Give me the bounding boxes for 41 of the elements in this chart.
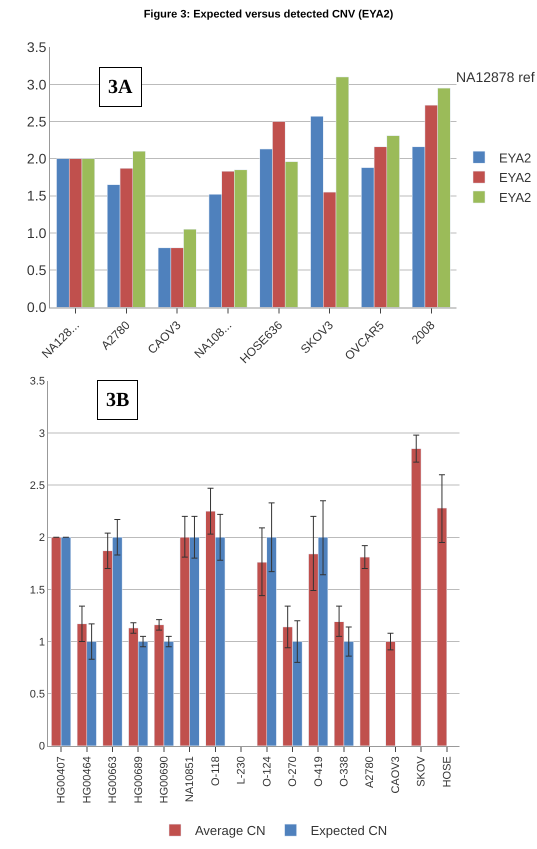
x-tick-label: HG00690 <box>158 756 171 804</box>
y-tick-label: 0 <box>38 740 46 753</box>
x-tick-label: HOSE <box>441 756 454 788</box>
x-tick-label: O-124 <box>261 756 274 787</box>
bar <box>385 641 396 746</box>
annotation: NA12878 ref <box>456 69 535 85</box>
y-tick-label: 1 <box>38 636 46 648</box>
x-tick-label: O-419 <box>312 756 325 787</box>
legend-label: Expected CN <box>310 823 388 838</box>
y-tick-label: 2.5 <box>30 480 46 492</box>
x-tick-label: SKOV <box>416 756 428 787</box>
text: 3.0 <box>26 76 46 92</box>
legend-label: EYA2 <box>499 150 532 166</box>
text: 2.0 <box>26 150 46 167</box>
legend-label: EYA2 <box>499 170 532 186</box>
bar <box>411 448 422 746</box>
text: 0.0 <box>26 299 46 316</box>
chart-title: Figure 3: Expected versus detected CNV (EYA2) <box>144 8 394 21</box>
x-tick-label: HG00464 <box>81 756 94 804</box>
x-tick-label: HG00407 <box>56 756 68 804</box>
legend-label: EYA2 <box>499 190 532 206</box>
y-tick-label: 3.5 <box>30 376 46 388</box>
y-tick-label: 2 <box>38 532 46 544</box>
x-tick-label: HG00689 <box>132 756 145 804</box>
bar <box>360 556 370 746</box>
x-tick-label: O-338 <box>338 756 350 787</box>
y-tick-label: 3 <box>38 428 46 440</box>
legend-label: Average CN <box>195 823 266 838</box>
text: 1.0 <box>26 224 46 241</box>
x-tick-label: A2780 <box>364 756 376 788</box>
x-tick-label: CAOV3 <box>390 756 402 794</box>
bar <box>436 508 448 746</box>
x-tick-label: L-230 <box>236 756 248 784</box>
x-tick-label: O-270 <box>287 756 300 787</box>
y-tick-label: 1.5 <box>30 584 46 596</box>
x-tick-label: HG00663 <box>107 756 120 804</box>
y-tick-label: 0.5 <box>30 688 46 701</box>
annotation: 3B <box>106 389 130 411</box>
x-tick-label: O-118 <box>210 756 222 786</box>
x-tick-label: NA10851 <box>184 756 196 802</box>
annotation: 3A <box>108 76 133 98</box>
